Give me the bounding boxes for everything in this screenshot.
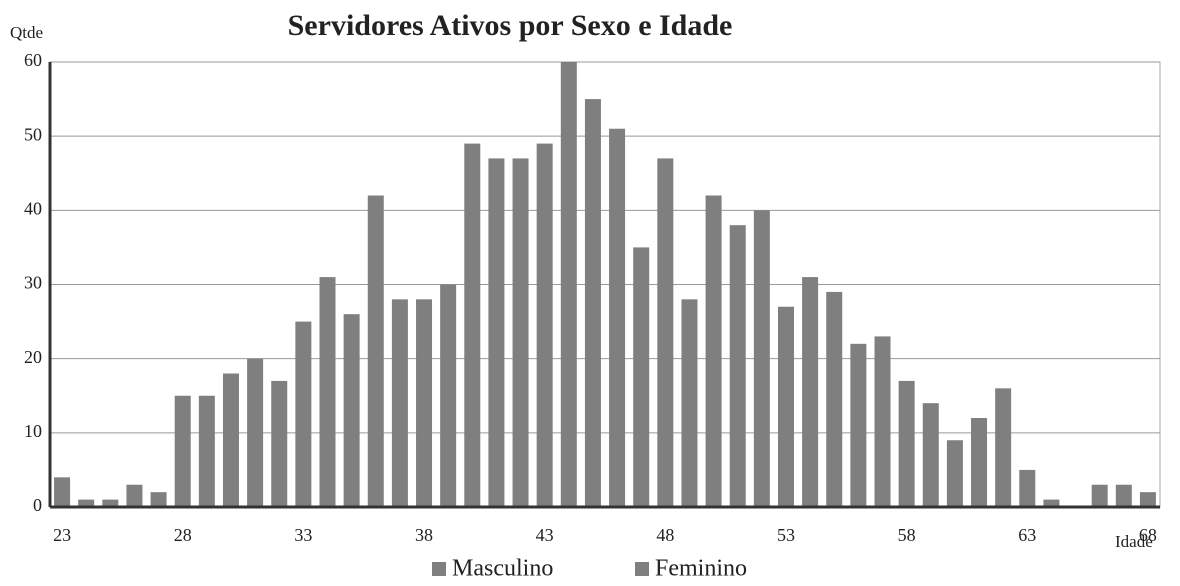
x-tick-label: 38	[415, 525, 433, 545]
bar	[416, 299, 433, 507]
bar	[874, 336, 891, 507]
bar	[922, 403, 939, 507]
bar	[898, 380, 915, 507]
x-tick-label: 68	[1139, 525, 1157, 545]
bar	[295, 321, 312, 507]
bar	[584, 99, 601, 507]
bar	[536, 143, 553, 508]
bar	[681, 299, 698, 507]
bar	[657, 158, 674, 507]
bar	[488, 158, 505, 507]
bar	[609, 128, 626, 507]
bar	[367, 195, 384, 507]
bar	[1043, 499, 1060, 507]
bar	[391, 299, 408, 507]
chart-title: Servidores Ativos por Sexo e Idade	[288, 9, 733, 42]
y-tick-label: 10	[24, 421, 42, 441]
bar	[150, 492, 167, 507]
bar	[222, 373, 239, 507]
bar	[78, 499, 95, 507]
bar	[174, 395, 191, 507]
bar	[1139, 492, 1156, 507]
bar	[971, 418, 988, 507]
bar	[753, 210, 770, 508]
bar	[826, 291, 843, 507]
bar	[126, 484, 143, 507]
x-tick-label: 58	[898, 525, 916, 545]
y-tick-label: 0	[33, 495, 42, 515]
bar	[343, 314, 360, 507]
x-tick-label: 28	[174, 525, 192, 545]
y-tick-label: 50	[24, 124, 42, 144]
x-tick-label: 63	[1018, 525, 1036, 545]
bar	[802, 277, 819, 507]
x-tick-label: 23	[53, 525, 71, 545]
bar	[633, 247, 650, 507]
x-tick-label: 33	[294, 525, 312, 545]
bar	[271, 380, 288, 507]
legend-swatch	[432, 562, 446, 576]
bar	[198, 395, 215, 507]
bar	[850, 343, 867, 507]
bar	[512, 158, 529, 507]
legend-label: Masculino	[452, 556, 553, 582]
bar	[319, 277, 336, 507]
x-tick-label: 53	[777, 525, 795, 545]
bar	[946, 440, 963, 507]
bar	[560, 62, 577, 507]
y-tick-label: 60	[24, 50, 42, 70]
x-tick-label: 48	[656, 525, 674, 545]
bar	[777, 306, 794, 507]
bar	[1091, 484, 1108, 507]
bar	[440, 284, 457, 507]
bar	[247, 358, 264, 507]
bar	[102, 499, 119, 507]
bar	[464, 143, 481, 508]
y-tick-label: 20	[24, 347, 42, 367]
bar	[54, 477, 71, 507]
bar	[729, 225, 746, 507]
bar	[1115, 484, 1132, 507]
bar	[705, 195, 722, 507]
y-tick-label: 30	[24, 273, 42, 293]
y-tick-label: 40	[24, 198, 42, 218]
legend-swatch	[635, 562, 649, 576]
x-axis-label: Idade	[1115, 532, 1153, 551]
legend-label: Feminino	[655, 556, 747, 582]
bar	[1019, 469, 1036, 507]
x-tick-label: 43	[536, 525, 554, 545]
y-axis-label: Qtde	[10, 23, 43, 42]
bar	[995, 388, 1012, 507]
